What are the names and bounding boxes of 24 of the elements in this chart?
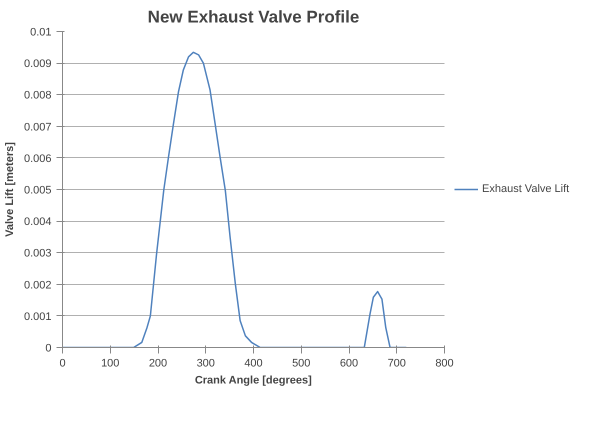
y-tick-label: 0.004 [24,216,52,228]
x-tick-label: 100 [101,358,120,370]
x-tick-label: 200 [148,358,168,370]
x-tick-label: 400 [244,358,263,370]
x-axis-title: Crank Angle [degrees] [194,374,312,386]
y-axis-title: Valve Lift [meters] [4,142,16,237]
x-tick-label: 500 [292,358,310,370]
x-tick-label: 800 [435,358,454,370]
y-tick-label: 0.007 [24,121,52,134]
y-tick-label: 0.009 [24,58,52,70]
chart-title: New Exhaust Valve Profile [148,8,360,26]
y-tick-label: 0.001 [24,310,52,323]
y-tick-label: 0 [45,342,52,354]
x-tick-label: 0 [59,358,66,370]
y-tick-label: 0.008 [24,90,52,102]
y-tick-label: 0.006 [24,152,52,165]
x-tick-label: 600 [340,358,358,370]
x-tick-label: 700 [388,358,406,370]
y-tick-label: 0.002 [24,279,52,292]
y-tick-label: 0.01 [30,26,52,38]
y-tick-label: 0.005 [24,184,52,196]
y-tick-label: 0.003 [24,248,52,260]
legend-label: Exhaust Valve Lift [482,183,570,195]
x-tick-label: 300 [196,358,215,370]
